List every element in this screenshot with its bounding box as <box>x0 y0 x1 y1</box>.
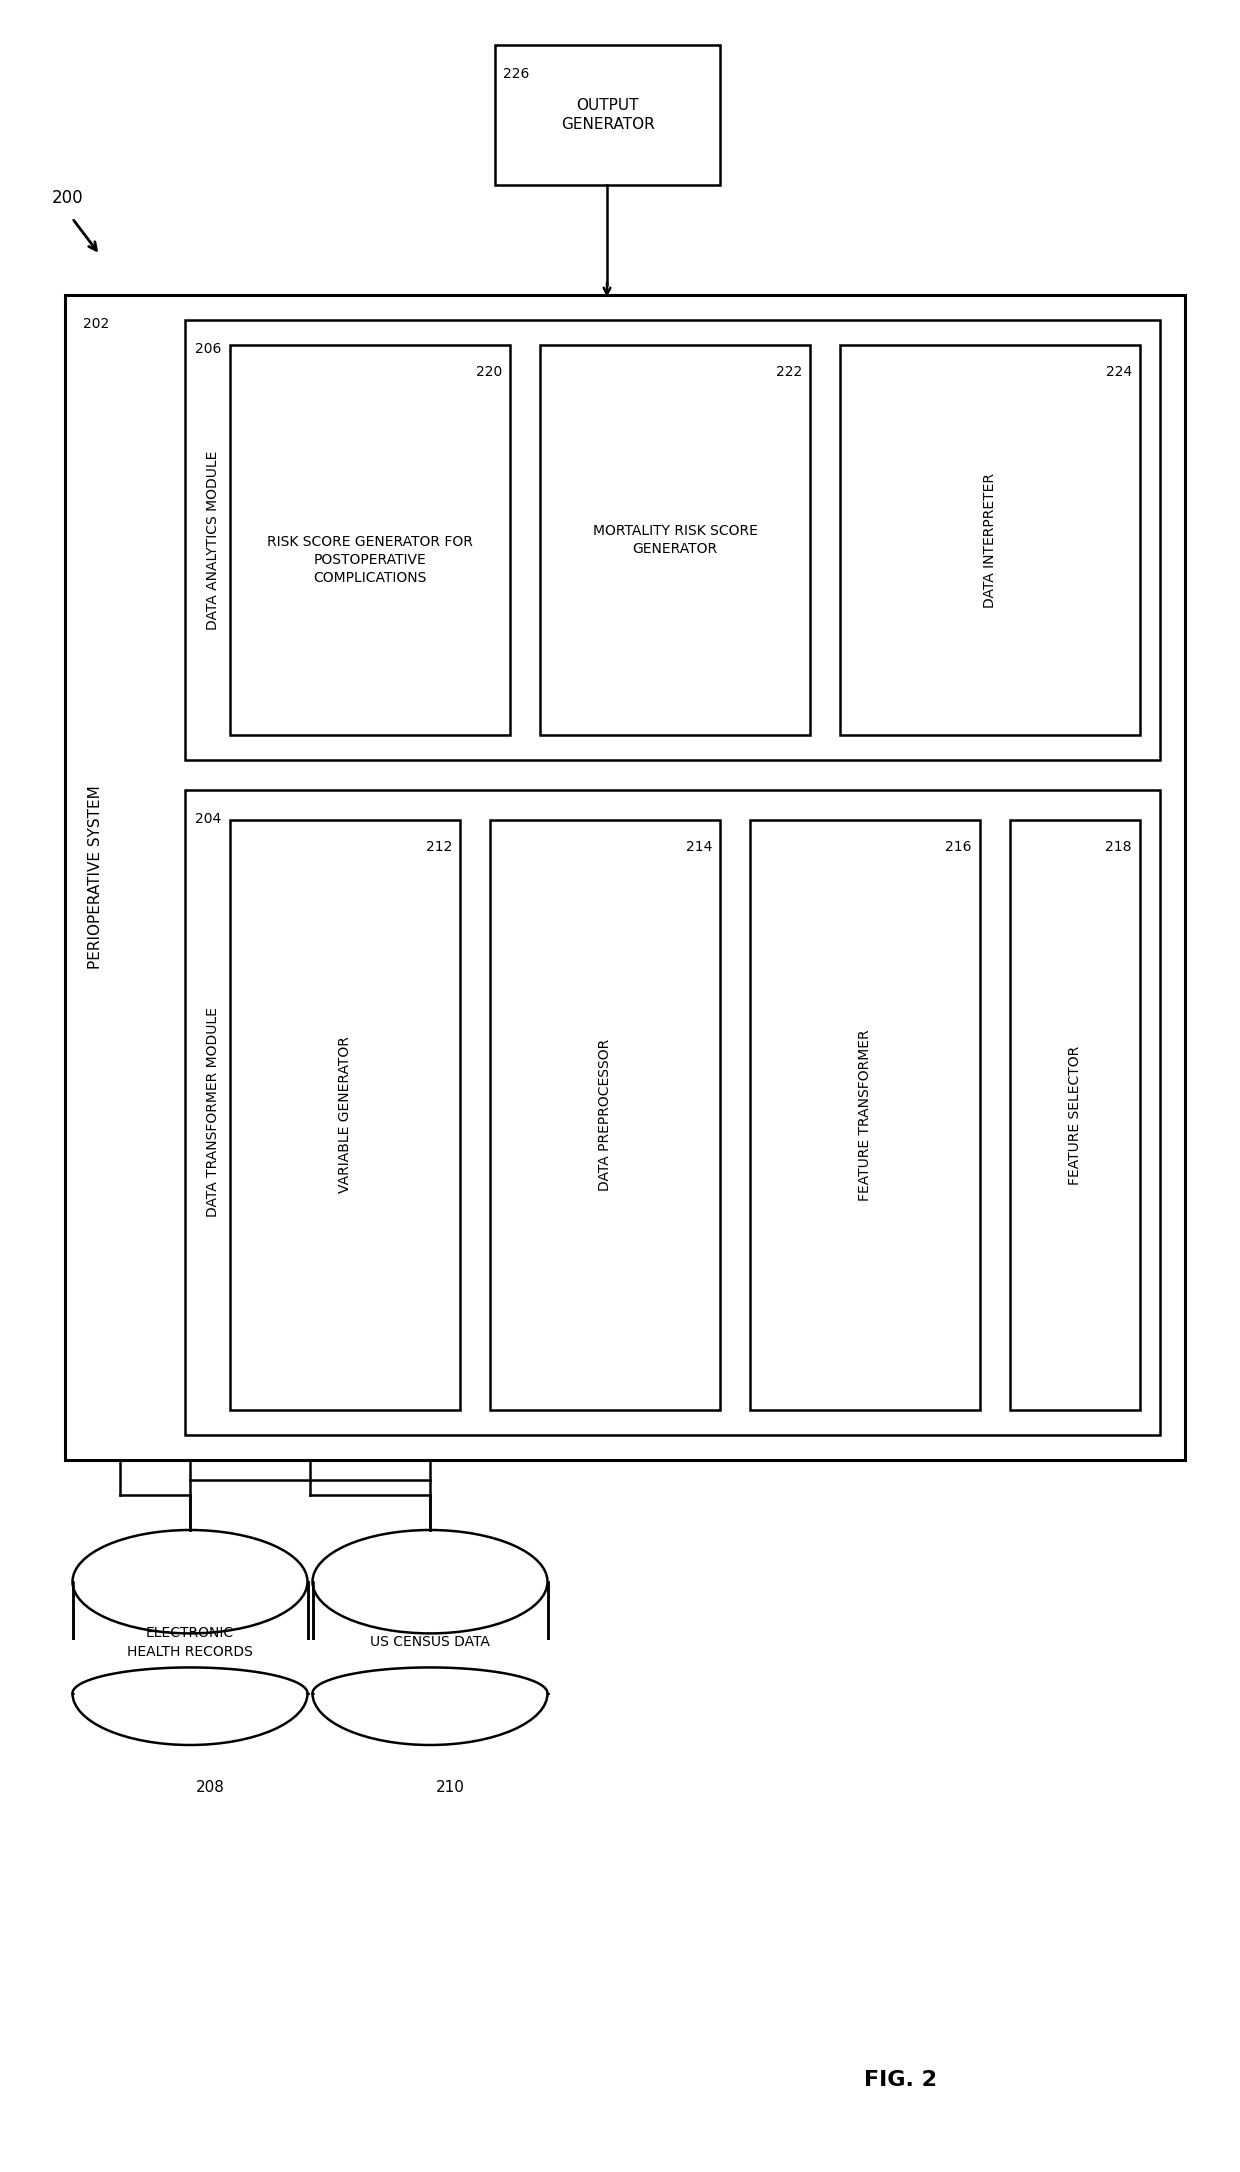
Text: 200: 200 <box>52 189 83 206</box>
Text: DATA ANALYTICS MODULE: DATA ANALYTICS MODULE <box>206 450 219 630</box>
Text: PERIOPERATIVE SYSTEM: PERIOPERATIVE SYSTEM <box>88 786 103 969</box>
Text: 216: 216 <box>945 841 972 854</box>
Bar <box>64 295 1185 1460</box>
Text: FIG. 2: FIG. 2 <box>863 2070 936 2089</box>
Text: OUTPUT
GENERATOR: OUTPUT GENERATOR <box>560 98 655 132</box>
Bar <box>185 319 1159 760</box>
Ellipse shape <box>72 1642 308 1744</box>
Text: ELECTRONIC
HEALTH RECORDS: ELECTRONIC HEALTH RECORDS <box>126 1627 253 1659</box>
Text: 222: 222 <box>776 365 802 378</box>
Bar <box>490 821 720 1410</box>
Text: DATA PREPROCESSOR: DATA PREPROCESSOR <box>598 1038 613 1190</box>
Text: DATA TRANSFORMER MODULE: DATA TRANSFORMER MODULE <box>206 1008 219 1218</box>
Ellipse shape <box>72 1529 308 1633</box>
Text: 226: 226 <box>503 67 529 80</box>
Text: 210: 210 <box>435 1781 465 1794</box>
Text: 214: 214 <box>686 841 712 854</box>
Bar <box>229 345 510 734</box>
Ellipse shape <box>312 1642 548 1744</box>
Bar <box>839 345 1140 734</box>
Text: 208: 208 <box>196 1781 224 1794</box>
Text: RISK SCORE GENERATOR FOR
POSTOPERATIVE
COMPLICATIONS: RISK SCORE GENERATOR FOR POSTOPERATIVE C… <box>267 534 472 586</box>
Text: DATA INTERPRETER: DATA INTERPRETER <box>983 473 997 608</box>
Text: FEATURE TRANSFORMER: FEATURE TRANSFORMER <box>858 1030 872 1201</box>
Bar <box>71 1640 310 1694</box>
Text: 206: 206 <box>195 341 222 356</box>
Text: 212: 212 <box>425 841 453 854</box>
Text: US CENSUS DATA: US CENSUS DATA <box>370 1636 490 1649</box>
Text: 218: 218 <box>1106 841 1132 854</box>
Text: 202: 202 <box>83 317 109 330</box>
Text: VARIABLE GENERATOR: VARIABLE GENERATOR <box>339 1036 352 1192</box>
Bar <box>312 1581 548 1694</box>
Bar <box>1011 821 1140 1410</box>
Bar <box>750 821 980 1410</box>
Text: MORTALITY RISK SCORE
GENERATOR: MORTALITY RISK SCORE GENERATOR <box>593 523 758 556</box>
Bar <box>539 345 810 734</box>
Bar <box>185 791 1159 1436</box>
Bar <box>495 46 720 185</box>
Text: 224: 224 <box>1106 365 1132 378</box>
Text: 204: 204 <box>195 812 221 825</box>
Bar <box>310 1640 549 1694</box>
Text: FEATURE SELECTOR: FEATURE SELECTOR <box>1068 1045 1083 1184</box>
Ellipse shape <box>312 1529 548 1633</box>
Text: 220: 220 <box>476 365 502 378</box>
Bar <box>229 821 460 1410</box>
Bar <box>72 1581 308 1694</box>
